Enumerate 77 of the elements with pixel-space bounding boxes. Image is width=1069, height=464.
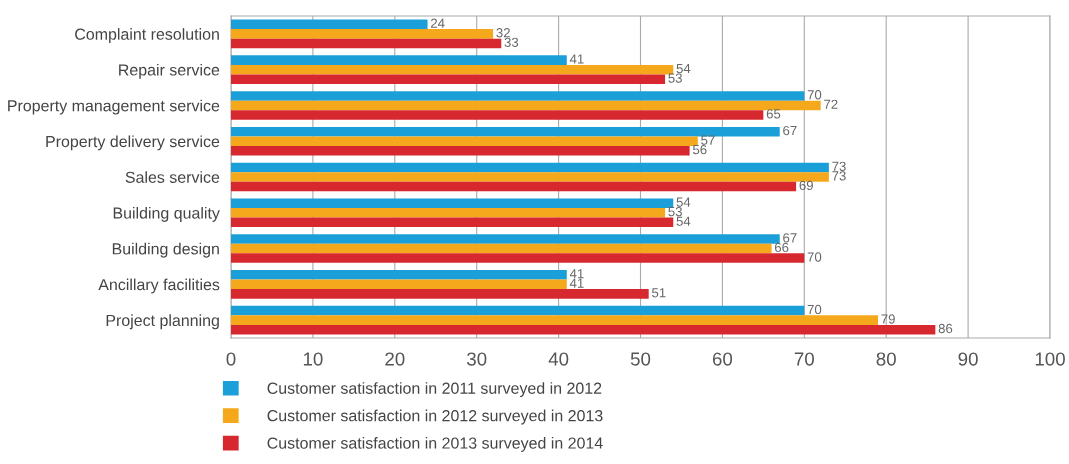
legend-label: Customer satisfaction in 2013 surveyed in 2014 <box>267 437 603 452</box>
x-tick-label: 50 <box>630 352 651 366</box>
data-label: 33 <box>504 37 519 47</box>
y-tick-label: Property management service <box>8 99 220 115</box>
y-tick-label: Building design <box>112 242 219 258</box>
x-tick-label: 100 <box>1035 352 1065 366</box>
bar <box>231 324 936 335</box>
data-label: 51 <box>652 288 666 298</box>
data-label: 72 <box>824 99 838 109</box>
bar <box>231 270 567 280</box>
x-tick-label: 20 <box>385 352 405 366</box>
bar <box>231 234 780 244</box>
x-tick-label: 80 <box>876 352 896 366</box>
bar <box>231 126 780 137</box>
x-tick-label: 70 <box>794 352 814 366</box>
data-label: 73 <box>832 171 846 181</box>
data-label: 67 <box>783 125 797 136</box>
data-label: 32 <box>496 28 510 38</box>
data-label: 70 <box>807 252 822 262</box>
data-label: 41 <box>569 269 584 279</box>
data-label: 79 <box>881 314 895 324</box>
data-label: 54 <box>676 64 691 74</box>
bar <box>231 315 879 325</box>
bar <box>231 208 666 218</box>
bar <box>231 55 567 65</box>
bar <box>231 91 805 101</box>
bar <box>231 305 805 316</box>
data-label: 67 <box>783 233 797 243</box>
bar <box>231 74 666 84</box>
y-tick-label: Property delivery service <box>46 135 220 151</box>
legend-label: Customer satisfaction in 2011 surveyed in 2012 <box>267 382 602 398</box>
y-tick-label: Sales service <box>125 171 220 183</box>
bar <box>231 243 772 254</box>
data-label: 56 <box>692 144 707 155</box>
data-label: 41 <box>569 278 584 288</box>
data-label: 69 <box>799 180 813 191</box>
data-label: 65 <box>766 109 781 119</box>
data-label: 70 <box>807 304 822 315</box>
bar <box>231 38 502 49</box>
y-tick-label: Project planning <box>106 314 219 330</box>
y-tick-label: Ancillary facilities <box>98 278 220 294</box>
y-tick-label: Complaint resolution <box>75 28 219 43</box>
data-label: 57 <box>701 135 715 145</box>
bar <box>231 217 674 228</box>
bar <box>231 162 829 173</box>
bar <box>231 253 805 263</box>
data-label: 54 <box>676 216 691 226</box>
data-label: 54 <box>676 197 691 207</box>
data-label: 53 <box>668 206 682 217</box>
data-label: 53 <box>668 73 682 83</box>
legend-label: Customer satisfaction in 2012 surveyed in 2013 <box>267 409 603 425</box>
data-label: 86 <box>938 323 953 334</box>
bar <box>231 110 764 120</box>
x-tick-label: 60 <box>712 352 733 366</box>
x-tick-label: 0 <box>226 352 236 366</box>
x-tick-label: 30 <box>466 352 487 366</box>
data-label: 73 <box>832 161 846 171</box>
bar <box>231 29 494 39</box>
data-label: 41 <box>569 54 584 64</box>
y-tick-label: Repair service <box>119 63 220 79</box>
bar <box>231 19 428 30</box>
data-label: 66 <box>774 242 789 253</box>
bar <box>231 100 821 111</box>
bar <box>231 64 674 75</box>
x-tick-label: 90 <box>958 352 978 366</box>
data-label: 24 <box>431 18 445 28</box>
x-tick-label: 40 <box>548 352 569 366</box>
x-tick-label: 10 <box>303 352 323 366</box>
bar <box>231 136 698 146</box>
bar <box>231 198 674 209</box>
bar <box>231 145 690 156</box>
bar <box>231 181 797 192</box>
bar <box>231 279 567 290</box>
bar <box>231 172 829 182</box>
bar <box>231 289 649 299</box>
data-label: 70 <box>807 90 822 100</box>
y-tick-label: Building quality <box>113 206 220 222</box>
